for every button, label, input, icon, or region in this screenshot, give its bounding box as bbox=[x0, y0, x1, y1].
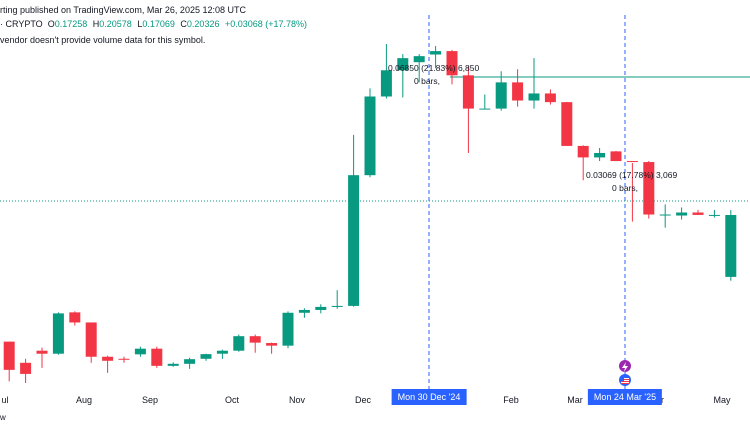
flag-glyph bbox=[621, 378, 629, 384]
bottom-bars-label: 0 bars, bbox=[612, 183, 638, 193]
close-value: 0.20326 bbox=[186, 19, 220, 29]
candle-body bbox=[462, 75, 474, 109]
candle-body bbox=[36, 350, 48, 354]
candle-body bbox=[610, 151, 622, 162]
x-tick-oct: Oct bbox=[224, 395, 240, 405]
candle-body bbox=[315, 306, 327, 310]
candle-body bbox=[528, 93, 540, 101]
x-tick-aug: Aug bbox=[75, 395, 93, 405]
candle-body bbox=[69, 312, 81, 323]
candle-body bbox=[430, 51, 442, 55]
x-tick-dec: Dec bbox=[354, 395, 372, 405]
candle-body bbox=[216, 350, 228, 354]
volume-note: vendor doesn't provide volume data for t… bbox=[0, 35, 205, 45]
candle-body bbox=[184, 359, 196, 364]
open-label: O bbox=[47, 19, 55, 29]
candle-body bbox=[561, 102, 573, 146]
candle-body bbox=[282, 312, 294, 346]
candle-body bbox=[331, 305, 343, 307]
open-value: 0.17258 bbox=[54, 19, 88, 29]
candle-body bbox=[200, 354, 212, 359]
change-value: +0.03068 (+17.78%) bbox=[224, 19, 308, 29]
x-tick-mar: Mar bbox=[567, 395, 583, 405]
x-tick-jul: ul bbox=[1, 395, 9, 405]
candle-body bbox=[134, 348, 146, 355]
candle-body bbox=[52, 313, 64, 354]
candle-body bbox=[544, 93, 556, 103]
footer-collapse-label[interactable]: w bbox=[0, 413, 6, 422]
high-label: H bbox=[92, 19, 100, 29]
low-value: 0.17069 bbox=[142, 19, 175, 29]
candle-body bbox=[676, 212, 688, 216]
candle-body bbox=[348, 175, 360, 306]
candle-body bbox=[708, 214, 720, 216]
candles bbox=[3, 44, 737, 383]
candle-body bbox=[495, 82, 507, 109]
candle-body bbox=[479, 108, 491, 110]
candle-body bbox=[626, 161, 638, 163]
candle-body bbox=[364, 96, 376, 176]
candle-body bbox=[413, 56, 425, 63]
crosshair-date-left: Mon 30 Dec '24 bbox=[391, 389, 467, 405]
lightning-glyph bbox=[622, 362, 628, 372]
candle-body bbox=[102, 356, 114, 361]
top-bars-label: 0 bars, bbox=[414, 76, 440, 86]
ohlc-legend: · CRYPTO O0.17258 H0.20578 L0.17069 C0.2… bbox=[0, 19, 307, 29]
x-tick-sep: Sep bbox=[141, 395, 159, 405]
candle-body bbox=[249, 336, 261, 343]
candle-body bbox=[577, 145, 589, 158]
crosshairs bbox=[428, 15, 626, 389]
lightning-event-icon[interactable] bbox=[619, 360, 631, 372]
candle-body bbox=[692, 212, 704, 215]
crosshair-date-right: Mon 24 Mar '25 bbox=[587, 389, 663, 405]
candle-body bbox=[397, 58, 409, 71]
candle-body bbox=[512, 82, 524, 101]
candle-body bbox=[266, 343, 278, 346]
bottom-measure-label: 0.03069 (17.78%) 3,069 bbox=[586, 170, 678, 180]
candle-body bbox=[380, 70, 392, 97]
horizontal-lines bbox=[0, 76, 750, 202]
x-tick-may: May bbox=[713, 395, 731, 405]
volume-note-text: vendor doesn't provide volume data for t… bbox=[0, 35, 206, 45]
low-label: L bbox=[137, 19, 143, 29]
candle-body bbox=[85, 322, 97, 357]
published-text: rting published on TradingView.com, Mar … bbox=[0, 5, 246, 15]
top-measure-label: 0.06850 (21.83%) 6,850 bbox=[388, 63, 480, 73]
candle-body bbox=[167, 363, 179, 366]
candle-body bbox=[233, 336, 245, 351]
us-flag-icon[interactable] bbox=[619, 374, 631, 386]
candle-body bbox=[3, 341, 15, 370]
published-note: rting published on TradingView.com, Mar … bbox=[0, 5, 246, 15]
candle-body bbox=[594, 152, 606, 158]
symbol-suffix: · CRYPTO bbox=[0, 19, 43, 29]
candle-body bbox=[298, 309, 310, 313]
candle-body bbox=[643, 162, 655, 215]
candle-body bbox=[725, 215, 737, 277]
close-label: C bbox=[180, 19, 187, 29]
candle-body bbox=[446, 51, 458, 76]
candle-body bbox=[659, 214, 671, 216]
x-tick-nov: Nov bbox=[288, 395, 306, 405]
candle-body bbox=[118, 358, 130, 360]
candle-body bbox=[151, 348, 163, 366]
high-value: 0.20578 bbox=[99, 19, 132, 29]
candle-body bbox=[20, 362, 32, 374]
x-tick-feb: Feb bbox=[503, 395, 519, 405]
